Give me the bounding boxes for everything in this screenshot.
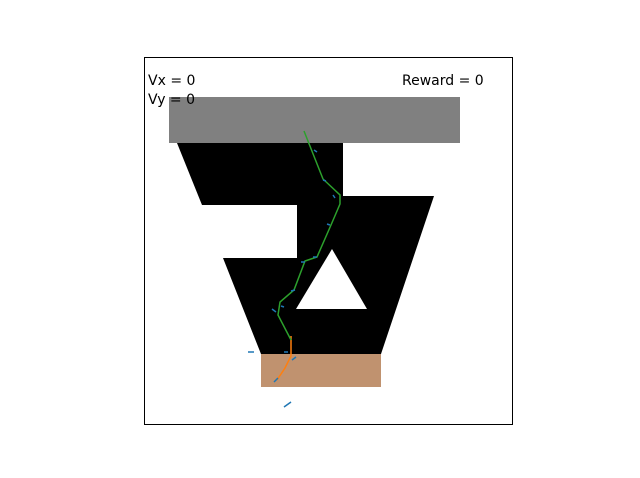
trajectory-secondary (276, 336, 292, 381)
velocity-markers (248, 149, 336, 408)
velocity-marker (313, 149, 318, 153)
track-obstacle (296, 249, 367, 309)
start-zone (169, 97, 460, 143)
velocity-marker (332, 194, 336, 199)
velocity-marker (326, 223, 331, 226)
velocity-marker (283, 401, 292, 408)
velocity-marker (271, 308, 277, 313)
velocity-marker (290, 289, 296, 292)
velocity-marker (291, 356, 297, 361)
vy-readout: Vy = 0 (148, 92, 195, 108)
finish-zone (261, 354, 381, 387)
vx-readout: Vx = 0 (148, 73, 195, 89)
velocity-marker (322, 179, 327, 182)
velocity-marker (273, 377, 279, 383)
velocity-marker (280, 305, 285, 308)
track-upper-segment (177, 143, 343, 205)
reward-readout: Reward = 0 (402, 73, 484, 89)
